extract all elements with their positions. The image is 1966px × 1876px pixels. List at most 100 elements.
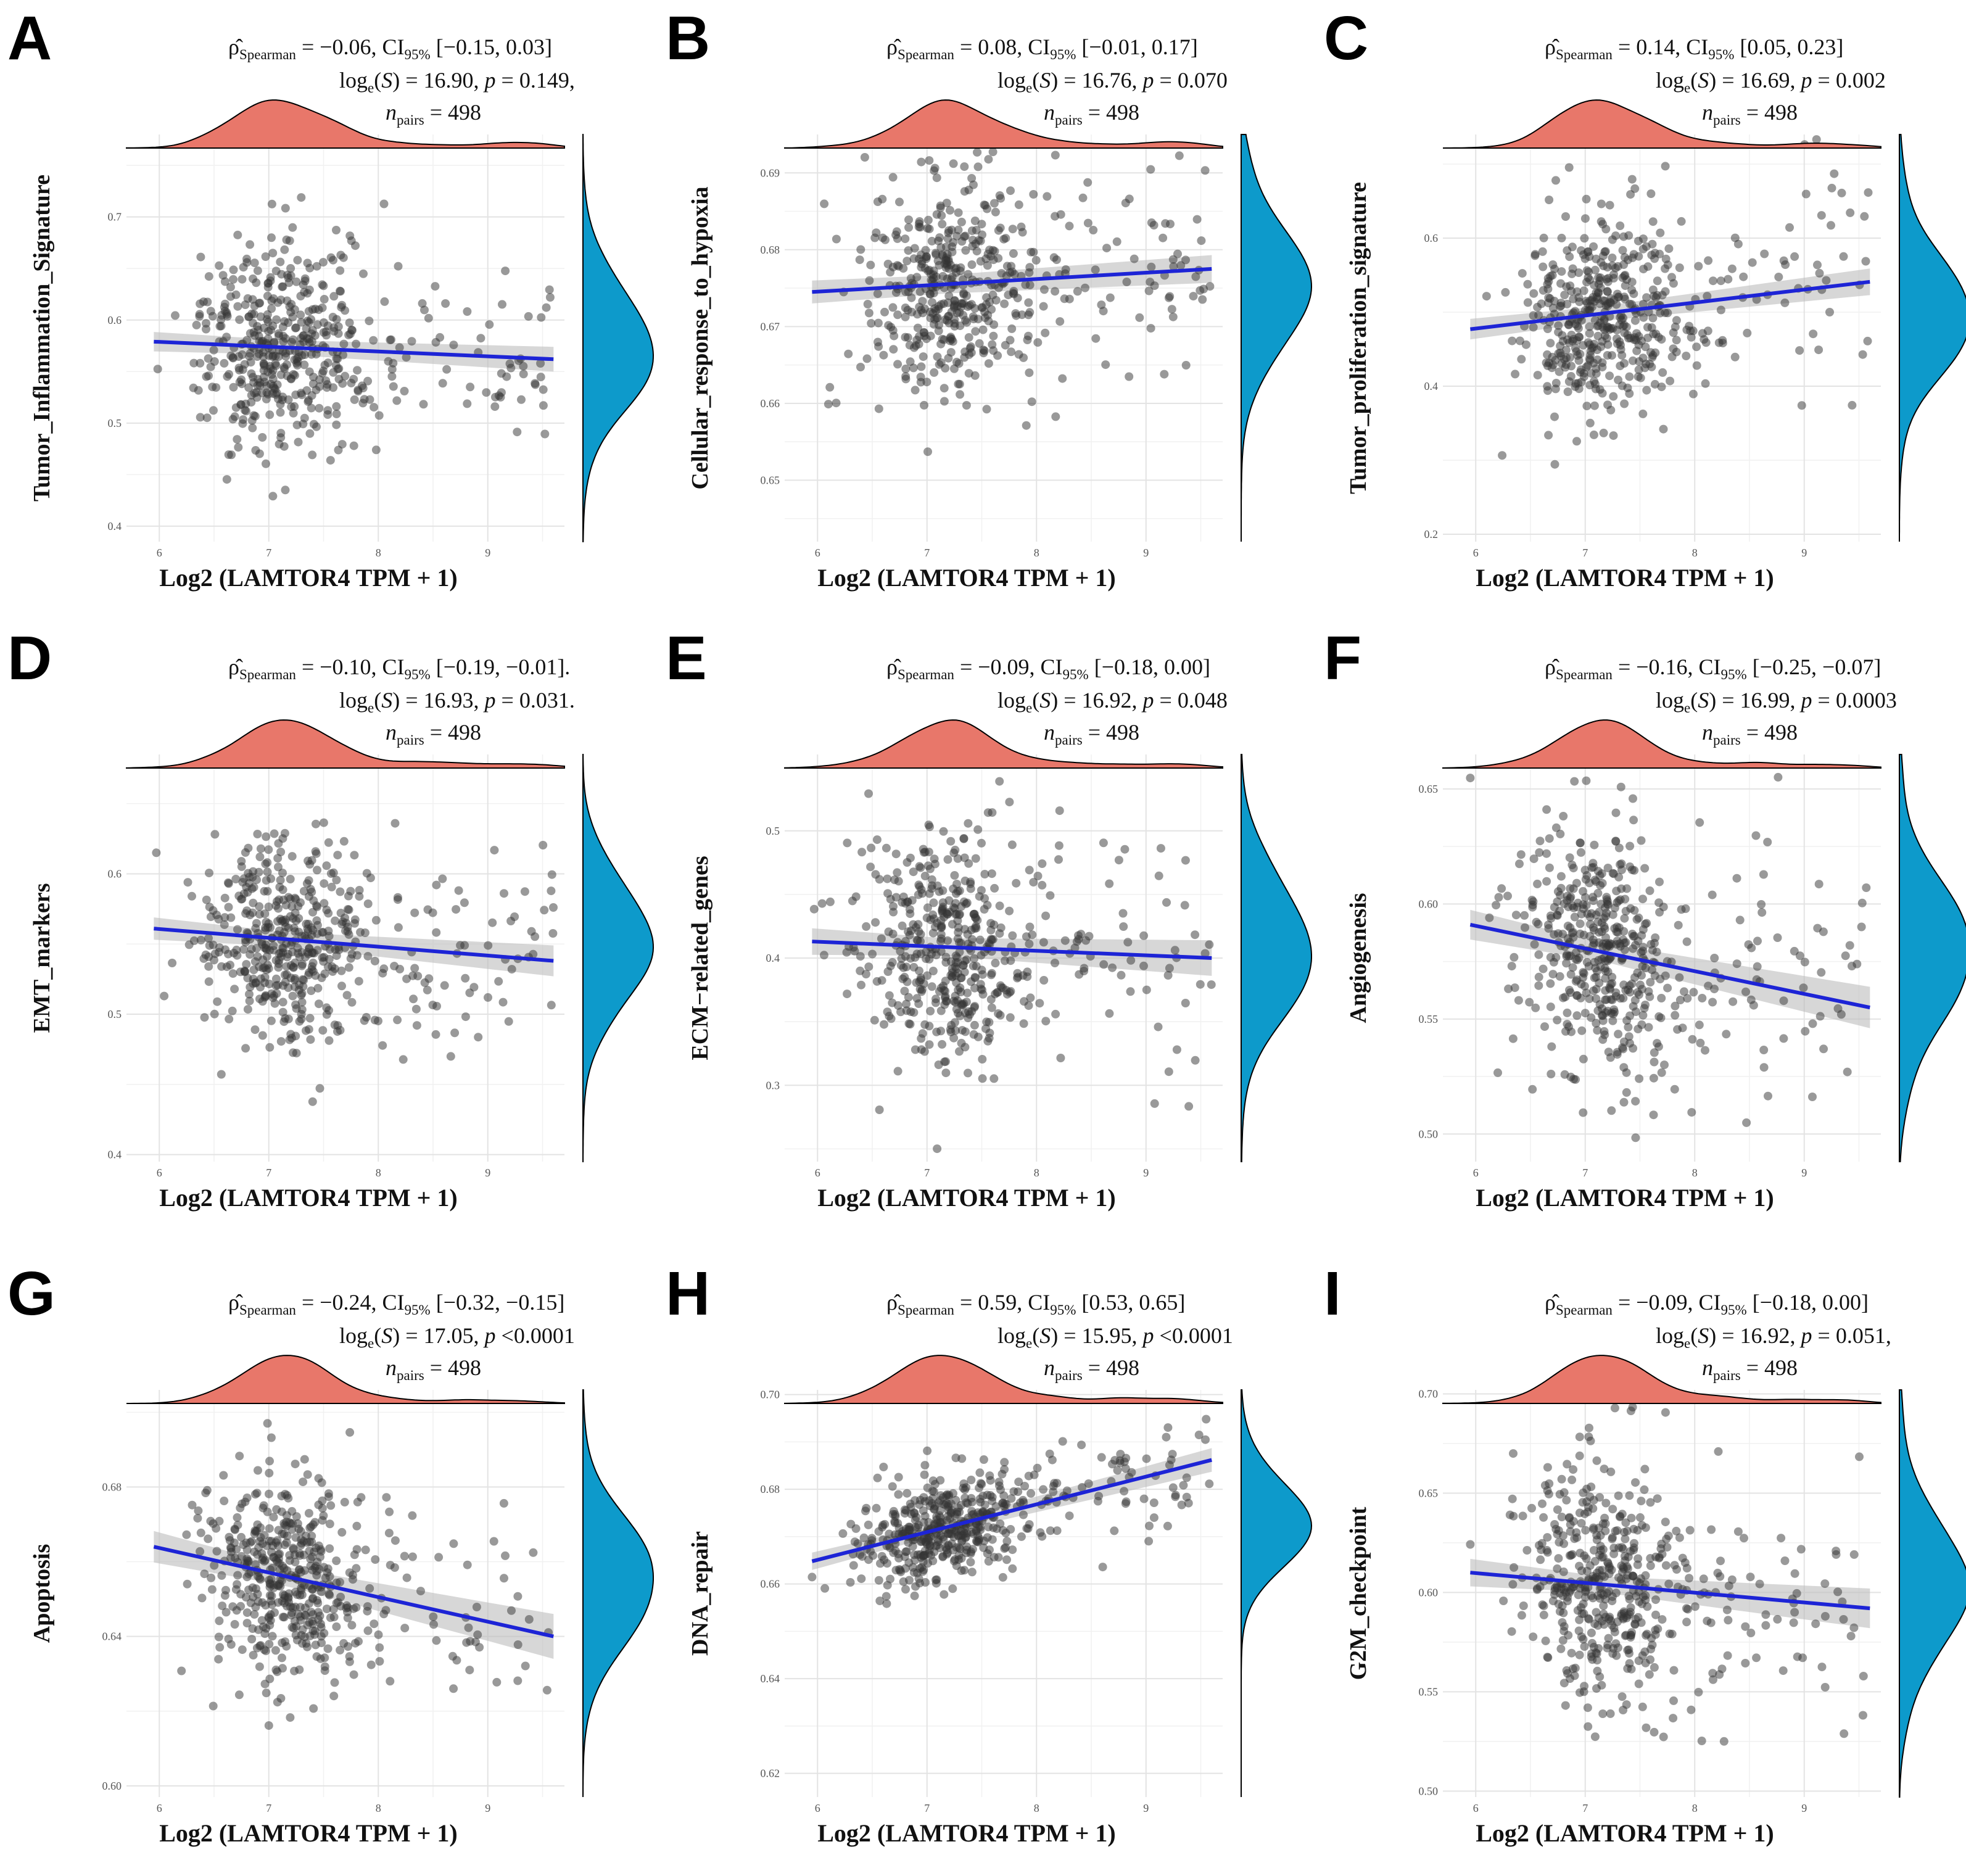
data-point bbox=[432, 880, 441, 890]
data-point bbox=[275, 439, 284, 448]
data-point bbox=[1521, 340, 1530, 349]
data-point bbox=[1566, 1551, 1576, 1560]
y-tick-label: 0.68 bbox=[102, 1481, 122, 1493]
data-point bbox=[1548, 304, 1558, 313]
data-point bbox=[970, 954, 979, 963]
data-point bbox=[249, 979, 258, 988]
data-point bbox=[1739, 272, 1748, 281]
data-point bbox=[979, 1543, 988, 1552]
data-point bbox=[246, 950, 255, 959]
y-density-curve bbox=[582, 1389, 654, 1798]
data-point bbox=[194, 1506, 203, 1515]
data-point bbox=[1018, 971, 1028, 980]
data-point bbox=[363, 952, 373, 961]
data-point bbox=[961, 316, 970, 325]
data-point bbox=[1650, 1057, 1659, 1067]
data-point bbox=[329, 1692, 339, 1701]
data-point bbox=[985, 1471, 994, 1481]
data-point bbox=[1640, 1485, 1649, 1494]
y-tick-label: 0.60 bbox=[1419, 1586, 1439, 1598]
data-point bbox=[1556, 1644, 1566, 1653]
data-point bbox=[1065, 221, 1074, 231]
data-point bbox=[1612, 1651, 1621, 1660]
data-point bbox=[1582, 871, 1592, 880]
data-point bbox=[1594, 1613, 1603, 1622]
data-point bbox=[284, 1014, 293, 1023]
data-point bbox=[984, 155, 993, 164]
x-tick-label: 8 bbox=[376, 1167, 381, 1179]
data-point bbox=[1580, 234, 1589, 243]
data-point bbox=[944, 228, 953, 238]
regression-line bbox=[154, 339, 554, 362]
y-tick-label: 0.65 bbox=[1419, 1487, 1439, 1499]
data-point bbox=[1650, 379, 1659, 389]
data-point bbox=[270, 384, 279, 392]
data-point bbox=[1007, 324, 1017, 333]
data-point bbox=[910, 1591, 919, 1600]
regression-line bbox=[812, 940, 1212, 960]
data-point bbox=[1648, 217, 1658, 226]
data-point bbox=[1757, 900, 1766, 909]
scatter-points bbox=[809, 777, 1216, 1154]
data-point bbox=[911, 386, 920, 395]
data-point bbox=[1830, 169, 1839, 178]
x-tick-label: 8 bbox=[1034, 1167, 1039, 1179]
data-point bbox=[860, 153, 869, 162]
data-point bbox=[997, 1469, 1007, 1479]
data-point bbox=[1606, 294, 1616, 303]
data-point bbox=[1651, 1610, 1660, 1619]
scatter-points bbox=[152, 818, 558, 1106]
data-point bbox=[1545, 863, 1554, 872]
data-point bbox=[192, 320, 201, 329]
data-point bbox=[207, 1573, 216, 1582]
data-point bbox=[931, 922, 940, 932]
data-point bbox=[1561, 212, 1570, 221]
data-point bbox=[264, 845, 273, 854]
data-point bbox=[1509, 1449, 1518, 1458]
data-point bbox=[1099, 960, 1109, 969]
data-point bbox=[1640, 363, 1650, 373]
data-point bbox=[283, 296, 292, 305]
y-axis-label: Tumor_proliferation_signature bbox=[1345, 182, 1371, 494]
data-point bbox=[220, 358, 229, 368]
data-point bbox=[1638, 895, 1647, 904]
data-point bbox=[1819, 1044, 1828, 1054]
data-point bbox=[1516, 850, 1526, 859]
data-point bbox=[1764, 1091, 1772, 1101]
data-point bbox=[1603, 340, 1613, 349]
data-point bbox=[1542, 358, 1551, 368]
data-point bbox=[265, 1468, 274, 1477]
data-point bbox=[971, 854, 980, 863]
data-point bbox=[1849, 1623, 1859, 1632]
data-point bbox=[934, 302, 943, 311]
data-point bbox=[978, 1055, 987, 1064]
data-point bbox=[1608, 1505, 1617, 1514]
data-point bbox=[261, 859, 270, 869]
data-point bbox=[321, 327, 331, 336]
data-point bbox=[1864, 188, 1873, 197]
data-point bbox=[1568, 242, 1577, 252]
data-point bbox=[307, 337, 316, 346]
data-point bbox=[916, 863, 925, 872]
data-point bbox=[922, 954, 931, 964]
data-point bbox=[1748, 258, 1757, 267]
data-point bbox=[1025, 308, 1035, 317]
log-s-stat: loge(S) = 16.76, p = 0.070 bbox=[997, 68, 1228, 96]
data-point bbox=[1146, 165, 1155, 174]
data-point bbox=[269, 941, 278, 951]
data-point bbox=[1058, 1437, 1067, 1446]
data-point bbox=[1600, 1030, 1609, 1039]
data-point bbox=[957, 237, 967, 246]
data-point bbox=[893, 868, 902, 877]
data-point bbox=[488, 918, 497, 927]
data-point bbox=[237, 1499, 247, 1508]
data-point bbox=[1602, 334, 1611, 343]
data-point bbox=[196, 1547, 205, 1556]
y-tick-label: 0.4 bbox=[766, 952, 780, 964]
data-point bbox=[1663, 983, 1672, 993]
data-point bbox=[1482, 292, 1491, 301]
data-point bbox=[927, 982, 936, 991]
data-point bbox=[1538, 1499, 1547, 1508]
data-point bbox=[304, 397, 313, 407]
data-point bbox=[196, 935, 205, 944]
